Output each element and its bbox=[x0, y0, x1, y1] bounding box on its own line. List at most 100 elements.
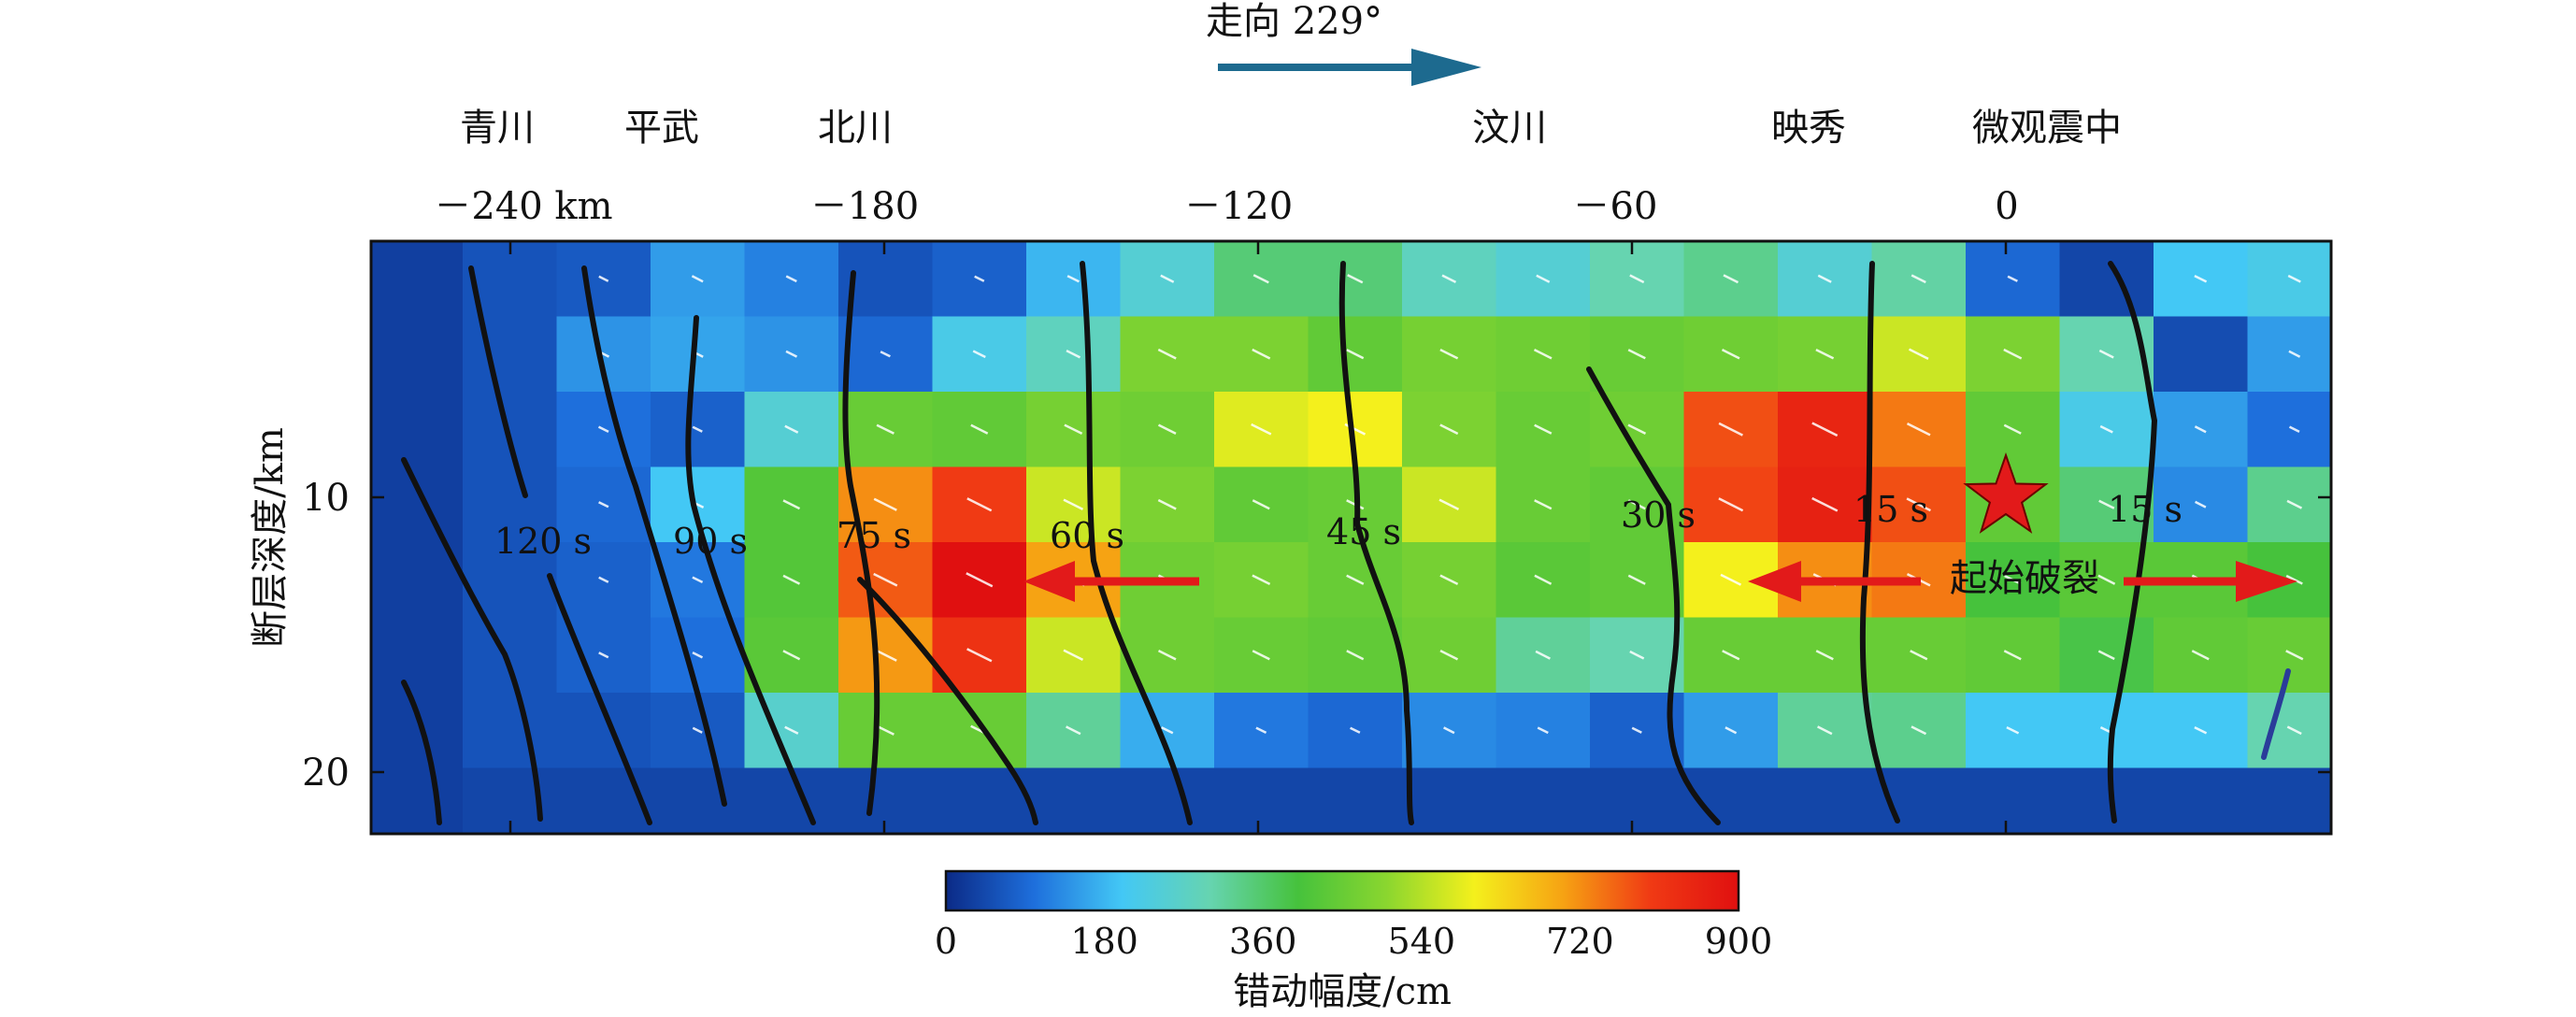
heatmap-cell bbox=[2247, 767, 2331, 834]
x-tick-label: 0 bbox=[1995, 185, 2018, 228]
heatmap-cell bbox=[2341, 317, 2436, 393]
slip-vector bbox=[1627, 349, 1646, 360]
slip-vector bbox=[876, 724, 894, 736]
slip-vector bbox=[1720, 573, 1742, 586]
slip-vector bbox=[966, 497, 993, 512]
rupture-time-label: 75 s bbox=[837, 515, 911, 556]
heatmap-cell bbox=[2341, 392, 2436, 467]
contour-line bbox=[401, 680, 442, 825]
heatmap-cell bbox=[2247, 316, 2331, 393]
slip-vector bbox=[1629, 650, 1645, 660]
x-tick-label: －180 bbox=[810, 185, 919, 228]
arrow-left-icon bbox=[1748, 561, 1921, 602]
heatmap-cell bbox=[2247, 466, 2331, 543]
slip-vector bbox=[1908, 348, 1929, 361]
slip-vector bbox=[1066, 349, 1081, 359]
slip-vector bbox=[974, 275, 985, 282]
slip-vector bbox=[1157, 348, 1177, 360]
heatmap-cell bbox=[651, 767, 746, 834]
slip-vector bbox=[692, 726, 703, 734]
contour-line bbox=[1859, 261, 1900, 824]
slip-vector bbox=[1063, 649, 1084, 662]
slip-vector bbox=[1439, 423, 1459, 436]
slip-vector bbox=[1443, 726, 1455, 735]
slip-vector bbox=[782, 650, 801, 661]
strike-label: 走向 229° bbox=[1206, 0, 1382, 43]
slip-vector bbox=[970, 423, 989, 435]
slip-vector bbox=[2288, 350, 2301, 358]
town-label-epicenter: 微观震中 bbox=[1972, 107, 2122, 150]
slip-vector bbox=[1161, 726, 1174, 735]
contour-line bbox=[1586, 366, 1721, 825]
town-label-yingxiu: 映秀 bbox=[1771, 107, 1846, 150]
heatmap-cell bbox=[2341, 542, 2436, 618]
heatmap-cell bbox=[2247, 241, 2331, 318]
rupture-time-label: 30 s bbox=[1621, 494, 1696, 536]
slip-vector bbox=[692, 425, 703, 433]
slip-vector bbox=[1439, 348, 1459, 360]
slip-vector bbox=[1251, 423, 1272, 436]
slip-vector bbox=[1439, 574, 1459, 586]
contour-line bbox=[1338, 261, 1414, 825]
slip-vector bbox=[1252, 274, 1269, 284]
strike-arrow bbox=[1218, 49, 1481, 86]
slip-vector bbox=[1534, 499, 1553, 510]
slip-vector bbox=[691, 275, 704, 283]
heatmap-cell bbox=[932, 767, 1027, 834]
slip-vector bbox=[1346, 650, 1365, 661]
slip-vector bbox=[598, 275, 609, 282]
slip-vector bbox=[1160, 274, 1175, 283]
slip-vector bbox=[873, 572, 898, 587]
slip-vector bbox=[873, 497, 897, 511]
rupture-time-label: 120 s bbox=[494, 521, 592, 562]
x-tick-label: －120 bbox=[1184, 185, 1293, 228]
colorbar bbox=[944, 869, 1740, 912]
slip-vector bbox=[1906, 497, 1931, 512]
heatmap-cell bbox=[463, 466, 558, 543]
colorbar-tick-label: 540 bbox=[1388, 921, 1456, 962]
slip-vector bbox=[2194, 425, 2207, 434]
slip-vector bbox=[1724, 726, 1738, 735]
heatmap-cell bbox=[463, 693, 558, 769]
slip-vector bbox=[784, 424, 799, 434]
heatmap-cell bbox=[1871, 767, 1967, 834]
slip-vector bbox=[782, 499, 801, 510]
rupture-direction-arrows bbox=[1023, 561, 2297, 602]
contour-line bbox=[685, 315, 816, 825]
heatmap-cell bbox=[2247, 392, 2331, 468]
slip-vector bbox=[880, 351, 891, 358]
slip-vector bbox=[785, 350, 798, 358]
arrow-right-icon bbox=[2124, 561, 2297, 602]
arrow-left-icon bbox=[1023, 561, 1199, 602]
slip-vector bbox=[1811, 496, 1839, 512]
heatmap-cell bbox=[2059, 241, 2154, 318]
contour-line bbox=[1080, 261, 1193, 825]
slip-vector bbox=[1718, 497, 1744, 512]
y-axis-title: 断层深度/km bbox=[249, 427, 292, 648]
slip-vector bbox=[1157, 423, 1177, 436]
town-label-qingchuan: 青川 bbox=[460, 107, 535, 150]
contour-line bbox=[2261, 668, 2291, 760]
contour-line bbox=[842, 270, 880, 816]
town-label-pingwu: 平武 bbox=[624, 107, 699, 150]
slip-vector bbox=[1252, 574, 1271, 586]
slip-vector bbox=[785, 275, 797, 283]
slip-vector bbox=[2007, 275, 2018, 282]
slip-vector bbox=[1627, 574, 1646, 585]
heatmap-cell bbox=[1308, 767, 1403, 834]
rupture-time-label: 15 s bbox=[2108, 489, 2182, 530]
slip-vector bbox=[1157, 498, 1177, 510]
slip-vector bbox=[1157, 649, 1177, 661]
slip-vectors bbox=[597, 274, 2304, 736]
rupture-time-label: 90 s bbox=[673, 521, 748, 562]
slip-vector bbox=[2098, 499, 2115, 509]
slip-vector bbox=[1811, 422, 1839, 437]
slip-vector bbox=[2097, 650, 2115, 661]
slip-vector bbox=[1441, 274, 1457, 284]
slip-vector bbox=[2006, 725, 2020, 735]
slip-vector bbox=[1066, 725, 1081, 736]
x-tick-labels: －240 km －180 －120 －60 0 bbox=[434, 185, 2018, 228]
slip-vector bbox=[1534, 423, 1553, 435]
heatmap-cell bbox=[463, 392, 558, 468]
slip-vector bbox=[2285, 650, 2304, 661]
